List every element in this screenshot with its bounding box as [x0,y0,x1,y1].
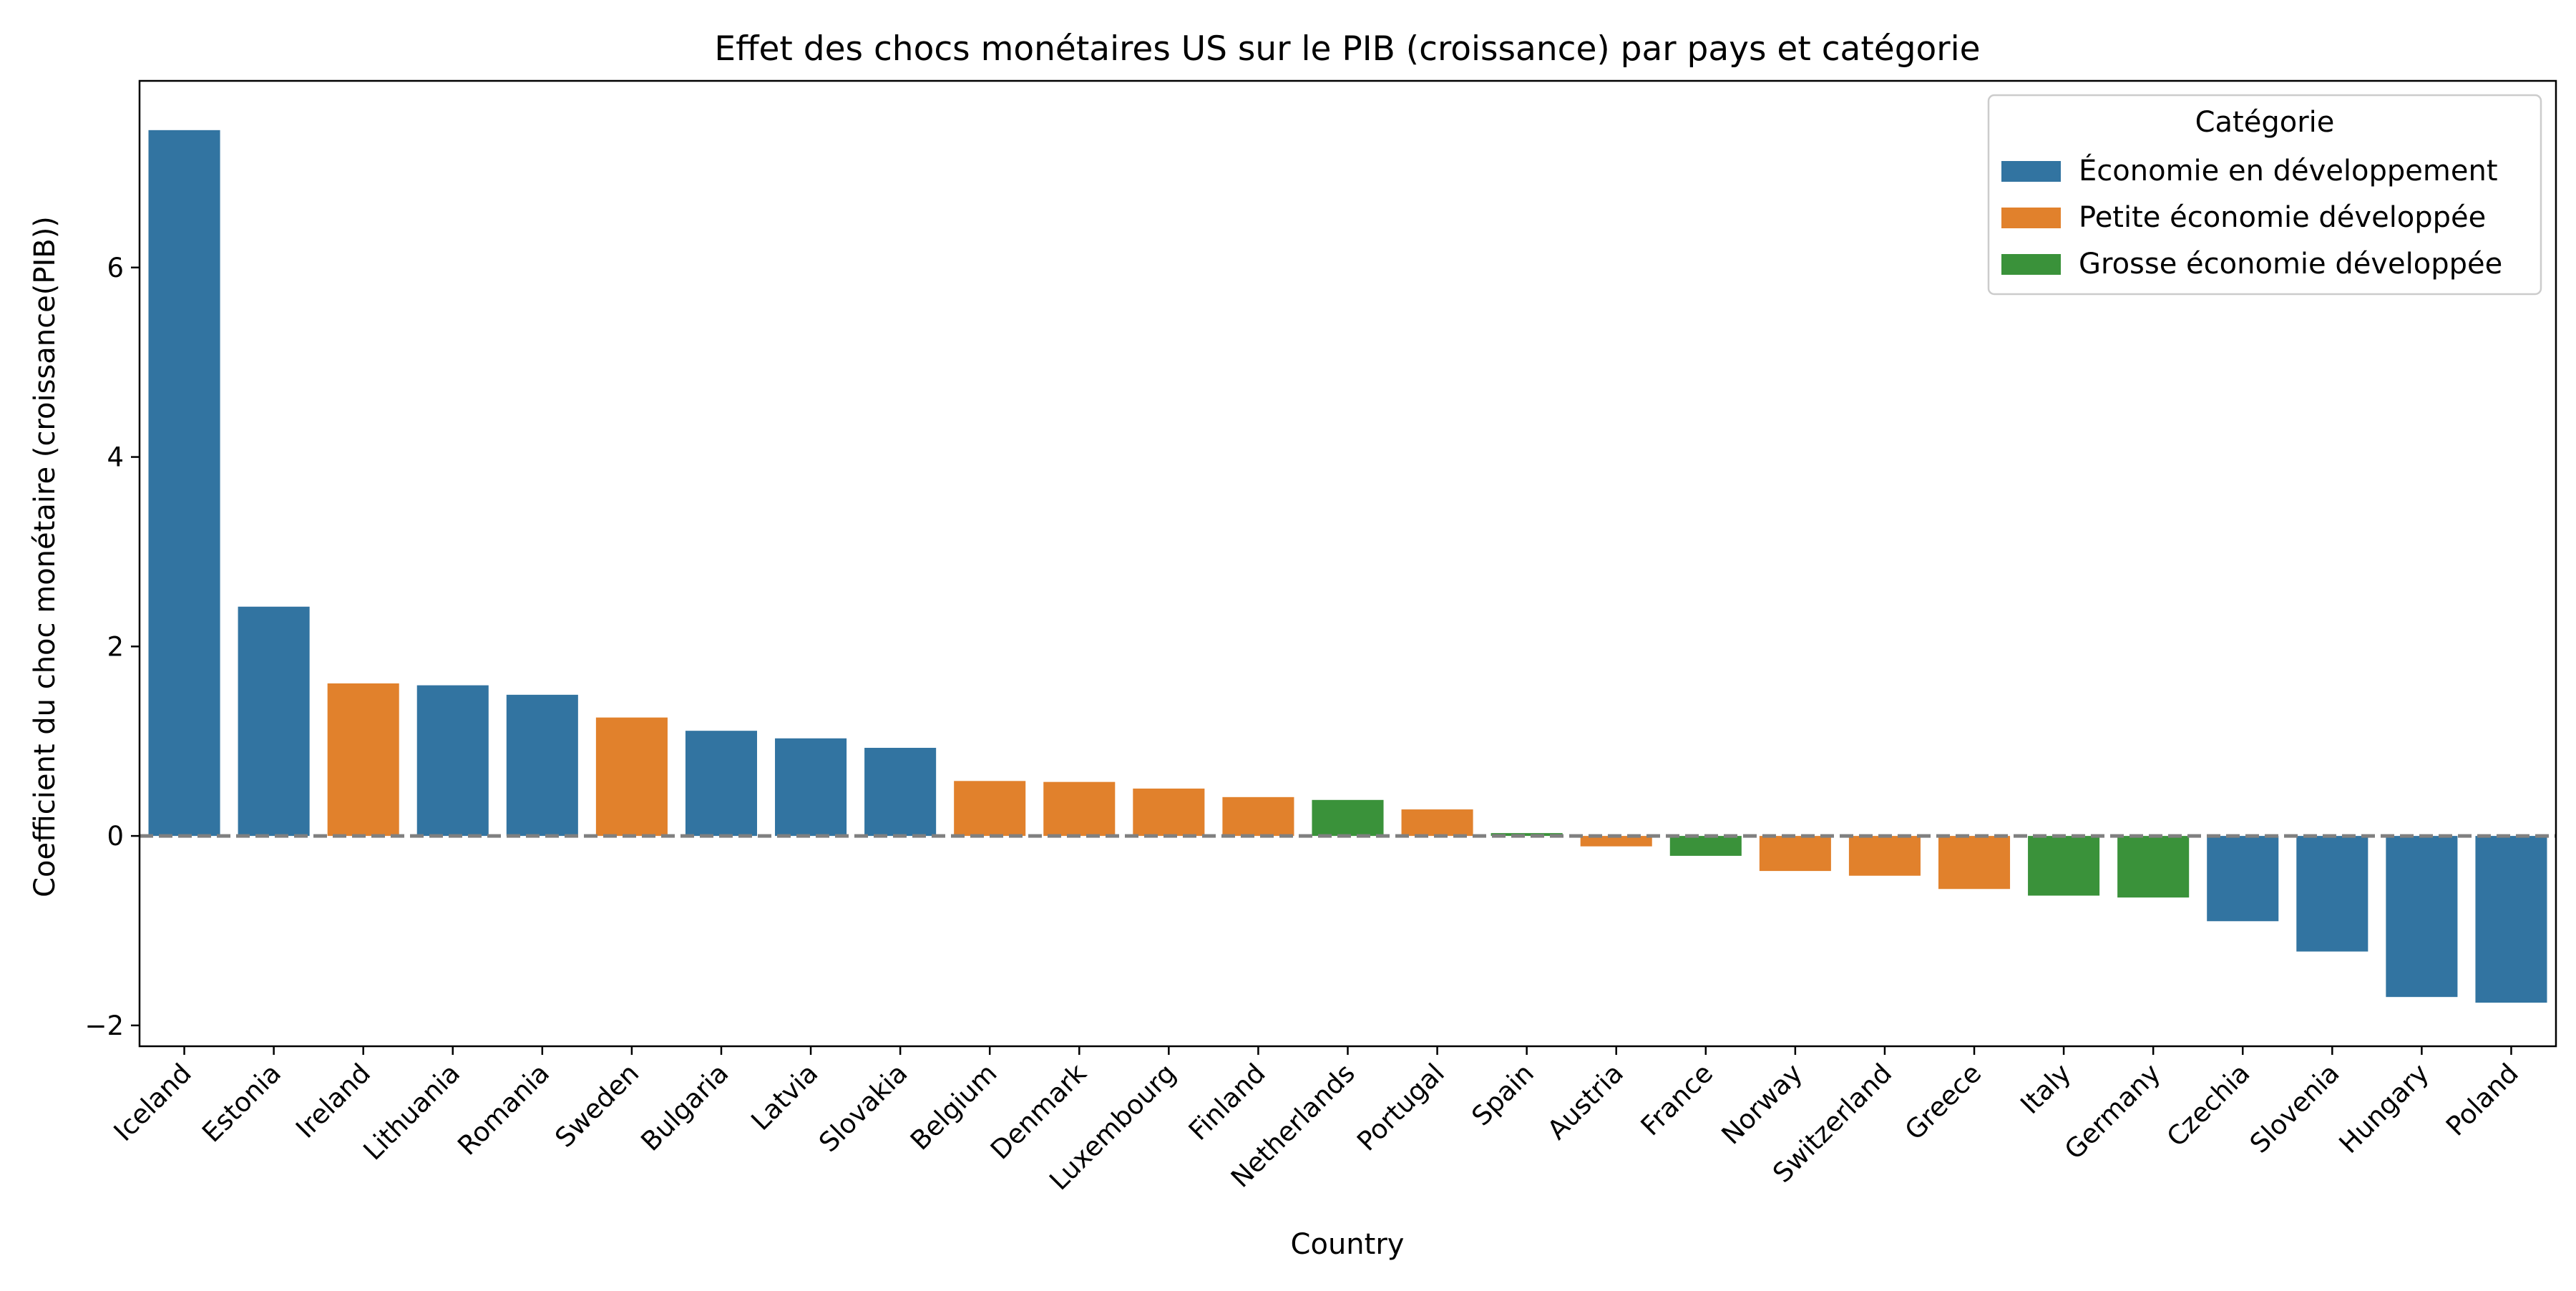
bar-portugal [1401,809,1473,837]
y-tick-label: 0 [107,821,124,852]
y-tick-label: 4 [107,442,124,473]
bar-romania [506,694,578,837]
y-tick-label: 2 [107,631,124,662]
legend-swatch [2001,208,2061,228]
bar-bulgaria [685,731,758,837]
bar-estonia [238,606,310,837]
bar-italy [2028,836,2100,896]
bar-greece [1938,836,2011,890]
legend-label: Grosse économie développée [2079,248,2502,281]
chart-title: Effet des chocs monétaires US sur le PIB… [714,29,1980,69]
bar-lithuania [416,685,489,837]
y-axis-title: Coefficient du choc monétaire (croissanc… [29,216,62,897]
bar-netherlands [1312,799,1384,837]
legend-label: Économie en développement [2079,153,2498,187]
legend-swatch [2001,254,2061,275]
bar-austria [1580,836,1652,847]
bar-latvia [775,738,847,837]
bar-hungary [2386,836,2458,998]
bar-france [1669,836,1742,856]
legend-label: Petite économie développée [2079,201,2486,234]
bar-sweden [595,717,668,837]
bar-slovenia [2296,836,2368,952]
legend-title: Catégorie [2195,106,2335,139]
bar-ireland [327,683,399,837]
bar-belgium [954,781,1026,837]
bar-spain [1491,833,1563,837]
bar-slovakia [864,747,937,837]
legend-swatch [2001,161,2061,182]
bar-czechia [2207,836,2279,922]
y-tick-label: −2 [84,1010,124,1041]
y-tick-label: 6 [107,253,124,283]
bar-finland [1222,796,1294,837]
x-axis-title: Country [1291,1228,1405,1261]
bar-iceland [148,130,220,837]
bar-norway [1759,836,1831,872]
bar-denmark [1043,781,1116,837]
bar-switzerland [1848,836,1921,876]
legend: Catégorie Économie en développement Petite… [1987,94,2542,296]
legend-box [1987,94,2542,296]
bar-luxembourg [1133,788,1205,837]
bar-germany [2117,836,2190,898]
bar-poland [2475,836,2547,1003]
